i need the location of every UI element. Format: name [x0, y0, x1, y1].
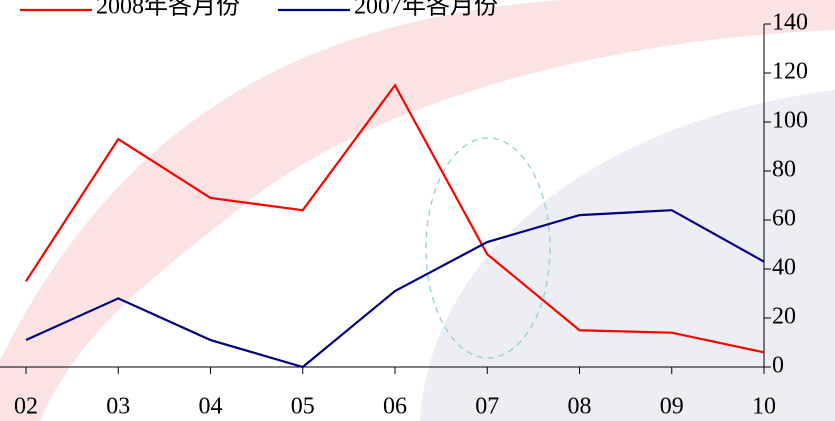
x-tick-label: 10	[752, 394, 776, 420]
series-line	[25, 209, 765, 369]
y-tick-label: 40	[772, 255, 796, 281]
y-tick-label: 100	[772, 108, 808, 134]
highlight-ellipse	[425, 137, 551, 359]
series-line	[25, 83, 765, 354]
x-tick-label: 04	[199, 394, 223, 420]
y-tick-label: 80	[772, 157, 796, 183]
y-tick-label: 60	[772, 206, 796, 232]
x-tick-label: 06	[383, 394, 407, 420]
x-tick-label: 08	[568, 394, 592, 420]
x-tick-label: 07	[475, 394, 499, 420]
legend-label: 2007年各月份	[354, 0, 498, 20]
x-tick-label: 05	[291, 394, 315, 420]
x-tick-label: 02	[14, 394, 38, 420]
y-tick-label: 20	[772, 304, 796, 330]
y-tick-label: 0	[772, 353, 784, 379]
x-tick-label: 09	[660, 394, 684, 420]
legend-label: 2008年各月份	[96, 0, 240, 20]
y-tick-label: 140	[772, 10, 808, 36]
y-tick-label: 120	[772, 59, 808, 85]
x-tick-label: 03	[106, 394, 130, 420]
